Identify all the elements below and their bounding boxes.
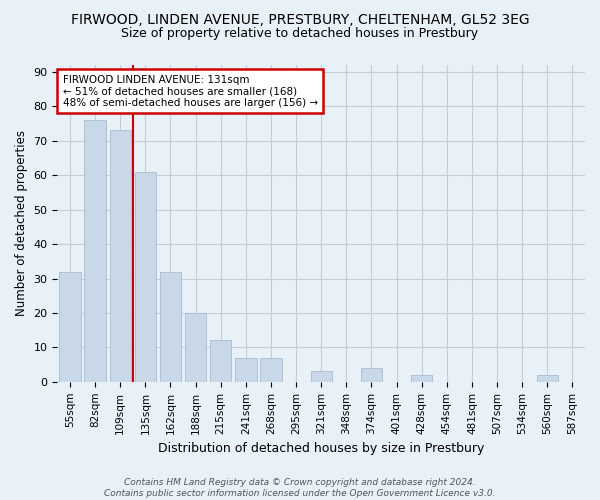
Bar <box>85 120 106 382</box>
Text: FIRWOOD LINDEN AVENUE: 131sqm
← 51% of detached houses are smaller (168)
48% of : FIRWOOD LINDEN AVENUE: 131sqm ← 51% of d… <box>62 74 318 108</box>
X-axis label: Distribution of detached houses by size in Prestbury: Distribution of detached houses by size … <box>158 442 484 455</box>
Text: Size of property relative to detached houses in Prestbury: Size of property relative to detached ho… <box>121 28 479 40</box>
Bar <box>59 272 80 382</box>
Bar <box>311 372 332 382</box>
Bar <box>110 130 131 382</box>
Text: Contains HM Land Registry data © Crown copyright and database right 2024.
Contai: Contains HM Land Registry data © Crown c… <box>104 478 496 498</box>
Text: FIRWOOD, LINDEN AVENUE, PRESTBURY, CHELTENHAM, GL52 3EG: FIRWOOD, LINDEN AVENUE, PRESTBURY, CHELT… <box>71 12 529 26</box>
Bar <box>536 375 558 382</box>
Bar <box>361 368 382 382</box>
Bar <box>185 313 206 382</box>
Bar <box>260 358 281 382</box>
Bar <box>134 172 156 382</box>
Bar <box>235 358 257 382</box>
Bar <box>210 340 232 382</box>
Bar <box>160 272 181 382</box>
Y-axis label: Number of detached properties: Number of detached properties <box>15 130 28 316</box>
Bar <box>411 375 433 382</box>
